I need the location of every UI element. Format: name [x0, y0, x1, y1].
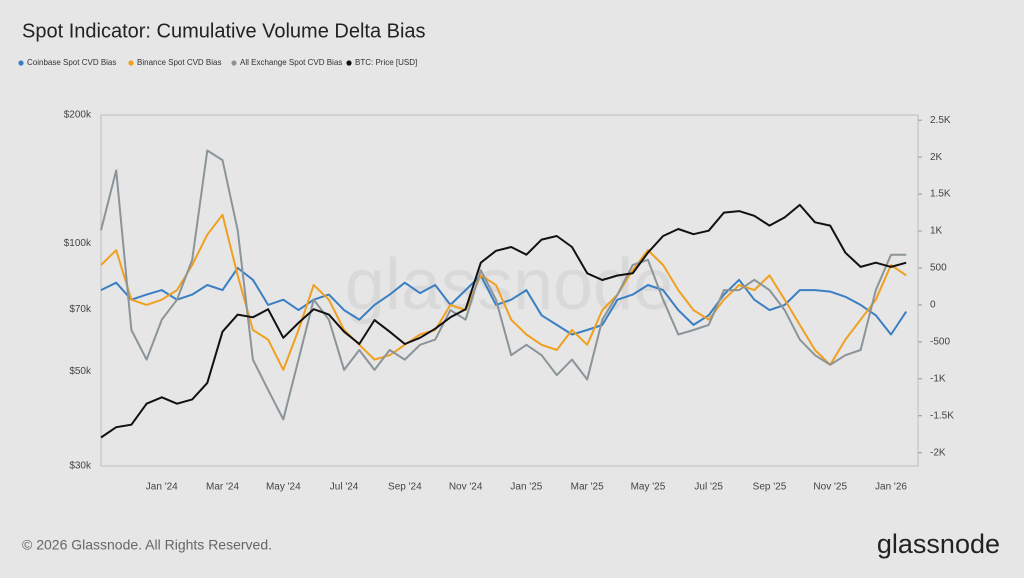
y2-tick-label: 1.5K	[930, 189, 951, 200]
legend-label: All Exchange Spot CVD Bias	[240, 58, 342, 67]
legend-marker	[346, 60, 352, 66]
x-tick-label: Nov '24	[449, 482, 483, 493]
legend-label: BTC: Price [USD]	[355, 58, 417, 67]
plot-frame	[100, 114, 919, 467]
y2-tick-label: -500	[930, 336, 950, 347]
x-tick-label: Jan '26	[875, 482, 907, 493]
y2-tick-label: -2K	[930, 447, 946, 458]
y-tick-label: $70k	[69, 304, 92, 315]
x-tick-label: Sep '25	[753, 482, 787, 493]
watermark: glassnode	[345, 245, 673, 325]
legend-label: Coinbase Spot CVD Bias	[27, 58, 116, 67]
x-tick-label: May '24	[266, 482, 301, 493]
x-tick-label: Mar '25	[571, 482, 604, 493]
series-line	[100, 149, 907, 421]
legend-marker	[18, 60, 24, 66]
y2-tick-label: 0	[930, 300, 936, 311]
y-tick-label: $200k	[64, 110, 92, 121]
x-tick-label: Jul '25	[694, 482, 723, 493]
x-tick-label: May '25	[631, 482, 666, 493]
x-tick-label: Sep '24	[388, 482, 422, 493]
y2-tick-label: 2.5K	[930, 115, 951, 126]
y2-tick-label: 500	[930, 263, 947, 274]
y-tick-label: $50k	[69, 366, 92, 377]
x-tick-label: Jan '24	[146, 482, 178, 493]
y-tick-label: $100k	[64, 238, 92, 249]
chart-title: Spot Indicator: Cumulative Volume Delta …	[22, 20, 426, 42]
series-line	[100, 203, 907, 439]
brand-logo: glassnode	[877, 529, 1000, 559]
legend-marker	[128, 60, 134, 66]
y2-tick-label: 1K	[930, 226, 943, 237]
x-tick-label: Nov '25	[813, 482, 847, 493]
x-tick-label: Jul '24	[330, 482, 359, 493]
y2-tick-label: 2K	[930, 152, 943, 163]
y2-tick-label: -1.5K	[930, 410, 954, 421]
y2-tick-label: -1K	[930, 373, 946, 384]
legend-label: Binance Spot CVD Bias	[137, 58, 222, 67]
x-tick-label: Jan '25	[510, 482, 542, 493]
footer: © 2026 Glassnode. All Rights Reserved.	[22, 537, 272, 553]
x-tick-label: Mar '24	[206, 482, 239, 493]
legend-marker	[231, 60, 237, 66]
series-line	[100, 213, 907, 371]
y-tick-label: $30k	[69, 461, 92, 472]
